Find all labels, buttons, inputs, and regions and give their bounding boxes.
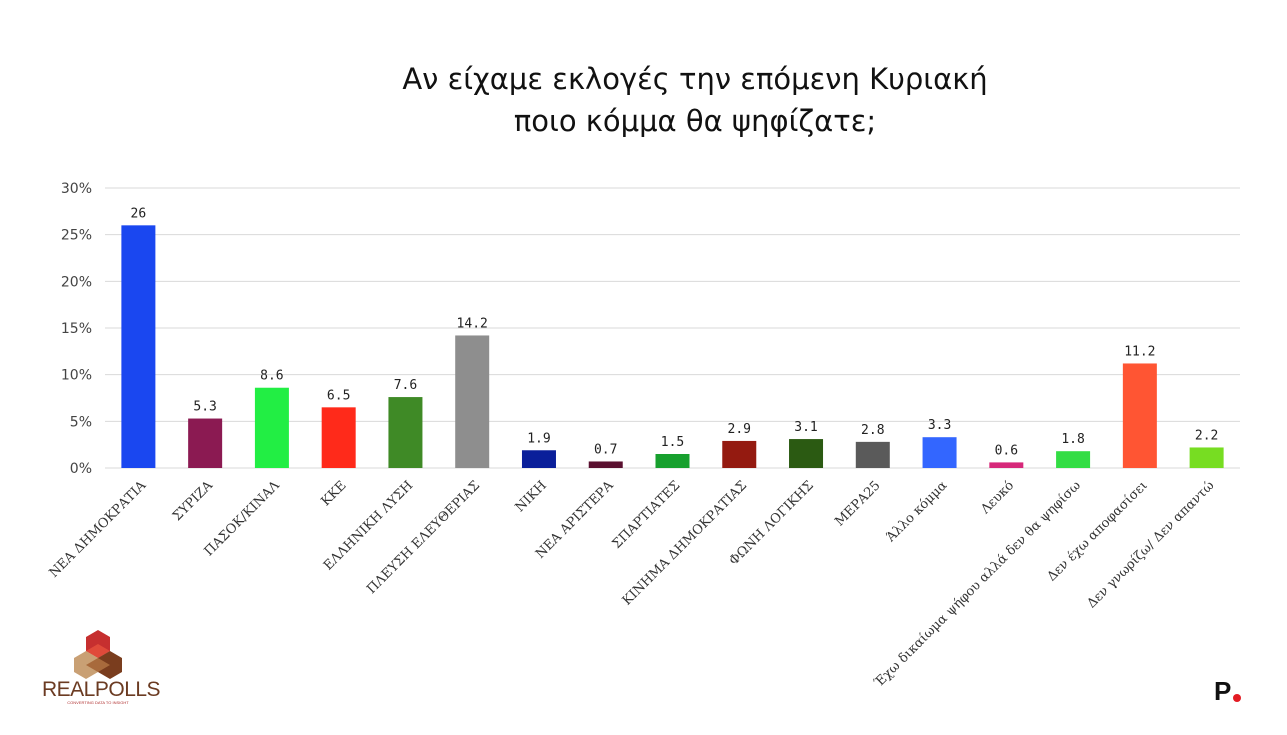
realpolls-logo: REALPOLLS CONVERTING DATA TO INSIGHT bbox=[42, 628, 161, 708]
x-tick-label: Έχω δικαίωμα ψήφου αλλά δεν θα ψηφίσω bbox=[872, 478, 1084, 690]
data-label: 1.8 bbox=[1061, 432, 1084, 447]
bar bbox=[1189, 447, 1224, 468]
bar bbox=[989, 462, 1024, 468]
data-label: 0.6 bbox=[995, 443, 1018, 458]
bar bbox=[789, 439, 824, 468]
bar bbox=[722, 440, 757, 468]
x-tick-label: ΝΙΚΗ bbox=[513, 478, 550, 515]
bar bbox=[1056, 451, 1091, 468]
y-tick-label: 0% bbox=[70, 461, 92, 477]
realpolls-cubes-icon bbox=[74, 630, 122, 679]
data-label: 5.3 bbox=[193, 400, 216, 415]
bar bbox=[188, 418, 223, 468]
data-label: 0.7 bbox=[594, 442, 617, 457]
bar bbox=[254, 387, 289, 468]
data-label: 2.9 bbox=[728, 422, 751, 437]
brand-mark: P bbox=[1214, 676, 1232, 706]
bar bbox=[588, 461, 623, 468]
x-tick-label: ΜΕΡΑ25 bbox=[832, 478, 883, 529]
bar bbox=[321, 407, 356, 468]
data-label: 2.8 bbox=[861, 423, 884, 438]
bar bbox=[521, 450, 556, 468]
logo-tagline: CONVERTING DATA TO INSIGHT bbox=[67, 700, 129, 705]
data-label: 8.6 bbox=[260, 369, 283, 384]
bar bbox=[1122, 363, 1157, 468]
x-tick-label: ΠΛΕΥΣΗ ΕΛΕΥΘΕΡΙΑΣ bbox=[364, 478, 483, 597]
bar bbox=[455, 335, 490, 468]
x-tick-label: Λευκό bbox=[978, 478, 1018, 518]
y-tick-label: 30% bbox=[61, 181, 92, 197]
logo-text: REALPOLLS bbox=[42, 678, 161, 701]
bar bbox=[121, 225, 156, 468]
y-tick-label: 15% bbox=[61, 321, 92, 337]
x-tick-label: ΚΚΕ bbox=[318, 478, 349, 509]
x-tick-label: Άλλο κόμμα bbox=[883, 478, 951, 546]
data-label: 2.2 bbox=[1195, 428, 1218, 443]
data-label: 7.6 bbox=[394, 378, 417, 393]
bar bbox=[855, 441, 890, 468]
y-tick-label: 25% bbox=[61, 228, 92, 244]
bar bbox=[655, 454, 690, 468]
data-label: 1.9 bbox=[527, 431, 550, 446]
data-label: 1.5 bbox=[661, 435, 684, 450]
chart-title: Αν είχαμε εκλογές την επόμενη Κυριακή πο… bbox=[0, 58, 1287, 142]
data-label: 26 bbox=[131, 206, 147, 221]
chart-title-line-2: ποιο κόμμα θα ψηφίζατε; bbox=[513, 104, 877, 138]
x-tick-label: ΚΙΝΗΜΑ ΔΗΜΟΚΡΑΤΙΑΣ bbox=[620, 478, 750, 608]
bar bbox=[388, 397, 423, 468]
x-tick-label: Δεν γνωρίζω/ Δεν απαντώ bbox=[1084, 478, 1217, 611]
data-label: 3.3 bbox=[928, 418, 951, 433]
data-label: 11.2 bbox=[1124, 344, 1155, 359]
y-tick-label: 5% bbox=[70, 414, 92, 430]
data-label: 6.5 bbox=[327, 388, 350, 403]
y-tick-label: 20% bbox=[61, 274, 92, 290]
brand-dot-icon bbox=[1233, 694, 1241, 702]
data-label: 3.1 bbox=[794, 420, 817, 435]
x-tick-label: ΝΕΑ ΔΗΜΟΚΡΑΤΙΑ bbox=[47, 478, 150, 581]
x-tick-label: ΣΥΡΙΖΑ bbox=[170, 478, 216, 524]
y-tick-label: 10% bbox=[61, 368, 92, 384]
x-tick-label: ΣΠΑΡΤΙΑΤΕΣ bbox=[610, 478, 684, 552]
bar bbox=[922, 437, 957, 468]
chart-title-line-1: Αν είχαμε εκλογές την επόμενη Κυριακή bbox=[402, 62, 988, 96]
data-label: 14.2 bbox=[457, 316, 488, 331]
